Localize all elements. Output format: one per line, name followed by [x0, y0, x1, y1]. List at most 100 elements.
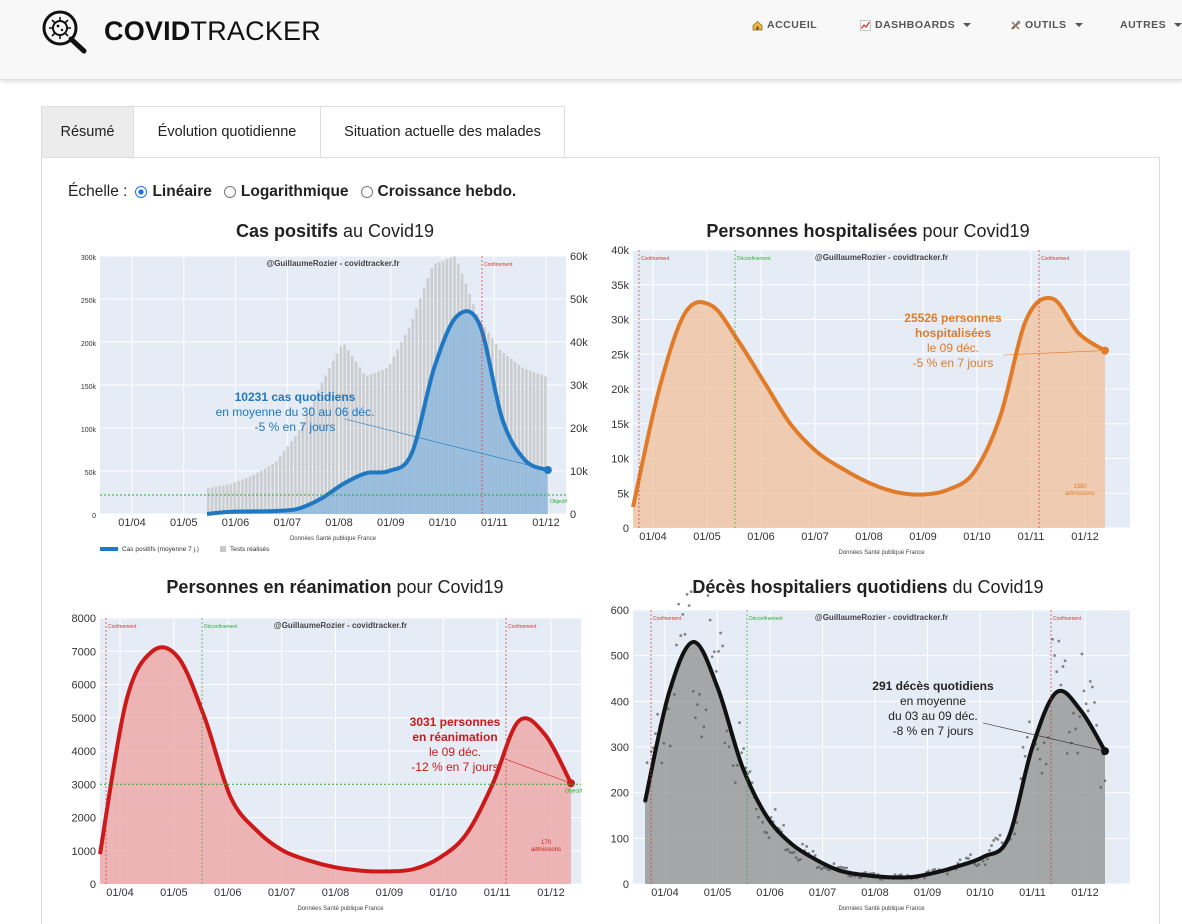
tests-bar — [286, 446, 290, 514]
chart-reanimation: 01/04 01/05 01/06 01/07 01/08 01/09 01/10 01/11… — [72, 613, 583, 912]
daily-point — [719, 631, 723, 635]
daily-point — [838, 865, 842, 869]
daily-point — [1055, 670, 1059, 674]
daily-point — [1090, 685, 1094, 689]
daily-point — [761, 820, 765, 824]
scale-label: Échelle : — [68, 183, 128, 200]
daily-point — [683, 632, 687, 636]
daily-point — [822, 866, 825, 870]
daily-point — [1053, 654, 1056, 657]
tab-evolution-quotidienne[interactable]: Évolution quotidienne — [133, 106, 320, 158]
daily-point — [1095, 723, 1098, 727]
event-marker-label: Confinement — [641, 256, 670, 262]
chart-title-bold: Personnes hospitalisées — [706, 221, 918, 241]
tab-situation-label: Situation actuelle des malades — [344, 124, 541, 140]
callout-pointer — [504, 758, 572, 784]
daily-point — [668, 744, 672, 748]
daily-point — [1076, 751, 1080, 755]
daily-point — [742, 747, 746, 750]
x-tick-label: 01/10 — [966, 887, 994, 899]
y-tick-label: 0 — [623, 879, 629, 891]
x-tick-label: 01/11 — [1018, 531, 1045, 543]
tests-bar — [331, 360, 335, 514]
x-tick-label: 01/09 — [909, 531, 937, 543]
admissions-value: 170 — [541, 840, 552, 846]
tests-bar — [256, 472, 259, 514]
tests-bar — [339, 346, 343, 514]
scale-option-log-label: Logarithmique — [240, 183, 349, 200]
y-tick-label: 35k — [611, 280, 629, 292]
nav-accueil[interactable]: ACCUEIL — [752, 19, 817, 31]
tests-bar — [324, 375, 328, 514]
daily-point — [1036, 747, 1040, 751]
callout-line: 10231 cas quotidiens — [235, 390, 356, 404]
tests-bar — [297, 430, 301, 514]
nav-outils[interactable]: OUTILS — [1010, 19, 1083, 31]
daily-point — [981, 859, 985, 863]
scale-option-logarithmique[interactable]: Logarithmique — [223, 183, 349, 201]
tab-resume[interactable]: Résumé — [41, 106, 133, 158]
admissions-value: 1380 — [1073, 484, 1087, 490]
daily-point — [1084, 702, 1088, 706]
tests-bar — [407, 327, 411, 514]
daily-point — [660, 761, 664, 765]
daily-point — [1042, 741, 1046, 745]
x-tick-label: 01/04 — [639, 531, 667, 543]
radio-croissance[interactable] — [360, 186, 373, 198]
tests-bar — [244, 478, 248, 514]
scale-option-croissance[interactable]: Croissance hebdo. — [360, 183, 516, 201]
tests-bar — [225, 484, 229, 514]
daily-point — [1040, 771, 1044, 775]
tests-bar — [210, 487, 214, 514]
scale-option-lineaire[interactable]: Linéaire — [135, 183, 212, 201]
daily-point — [721, 644, 725, 648]
virus-magnifier-icon — [42, 10, 87, 54]
daily-point — [998, 833, 1002, 837]
daily-point — [673, 693, 676, 696]
daily-point — [1051, 637, 1054, 641]
admissions-label: admissions — [531, 847, 561, 853]
admissions-label: admissions — [1065, 491, 1095, 497]
callout-pointer — [1002, 350, 1106, 356]
legend-label-cases: Cas positifs (moyenne 7 j.) — [122, 546, 199, 553]
y-tick-label: 200 — [611, 788, 629, 800]
x-tick-label: 01/12 — [1071, 531, 1099, 543]
daily-point — [645, 761, 649, 765]
chart-title-cas-positifs: Cas positifs au Covid19 — [236, 221, 434, 242]
daily-point — [1044, 762, 1048, 766]
top-navbar: COVIDTRACKER ACCUEIL DASHBOARDS OUTILS A… — [0, 0, 1182, 80]
tests-bar — [316, 390, 320, 514]
tests-bar — [309, 406, 312, 514]
chart-credit: @GuillaumeRozier - covidtracker.fr — [815, 253, 948, 262]
tab-situation-actuelle[interactable]: Situation actuelle des malades — [320, 106, 565, 158]
nav-autres[interactable]: AUTRES — [1120, 19, 1182, 31]
daily-point — [784, 848, 788, 852]
daily-point — [1061, 665, 1065, 668]
tab-bar: Résumé Évolution quotidienne Situation a… — [41, 106, 565, 158]
daily-point — [757, 815, 760, 819]
x-tick-label: 01/09 — [377, 517, 405, 529]
radio-logarithmique[interactable] — [223, 186, 236, 198]
tests-bar — [214, 486, 218, 514]
y-tick-label: 1000 — [72, 846, 96, 858]
daily-point — [794, 856, 798, 859]
daily-point — [849, 874, 853, 878]
daily-point — [1023, 754, 1027, 758]
x-tick-label: 01/08 — [855, 531, 883, 543]
daily-point — [763, 830, 767, 834]
brand[interactable]: COVIDTRACKER — [40, 8, 321, 54]
daily-point — [750, 781, 754, 785]
x-tick-label: 01/11 — [481, 517, 508, 529]
daily-point — [704, 708, 708, 712]
y-tick-label: 150k — [81, 384, 97, 391]
daily-point — [872, 871, 876, 875]
scale-selector: Échelle : Linéaire Logarithmique Croissa… — [68, 183, 516, 201]
nav-dashboards[interactable]: DASHBOARDS — [860, 19, 972, 31]
tests-bar — [369, 374, 373, 514]
y-tick-label: 600 — [611, 605, 629, 617]
tests-bar — [237, 480, 240, 514]
radio-lineaire[interactable] — [135, 186, 148, 198]
daily-point — [792, 850, 796, 854]
daily-point — [754, 807, 758, 811]
tab-resume-label: Résumé — [60, 124, 115, 140]
